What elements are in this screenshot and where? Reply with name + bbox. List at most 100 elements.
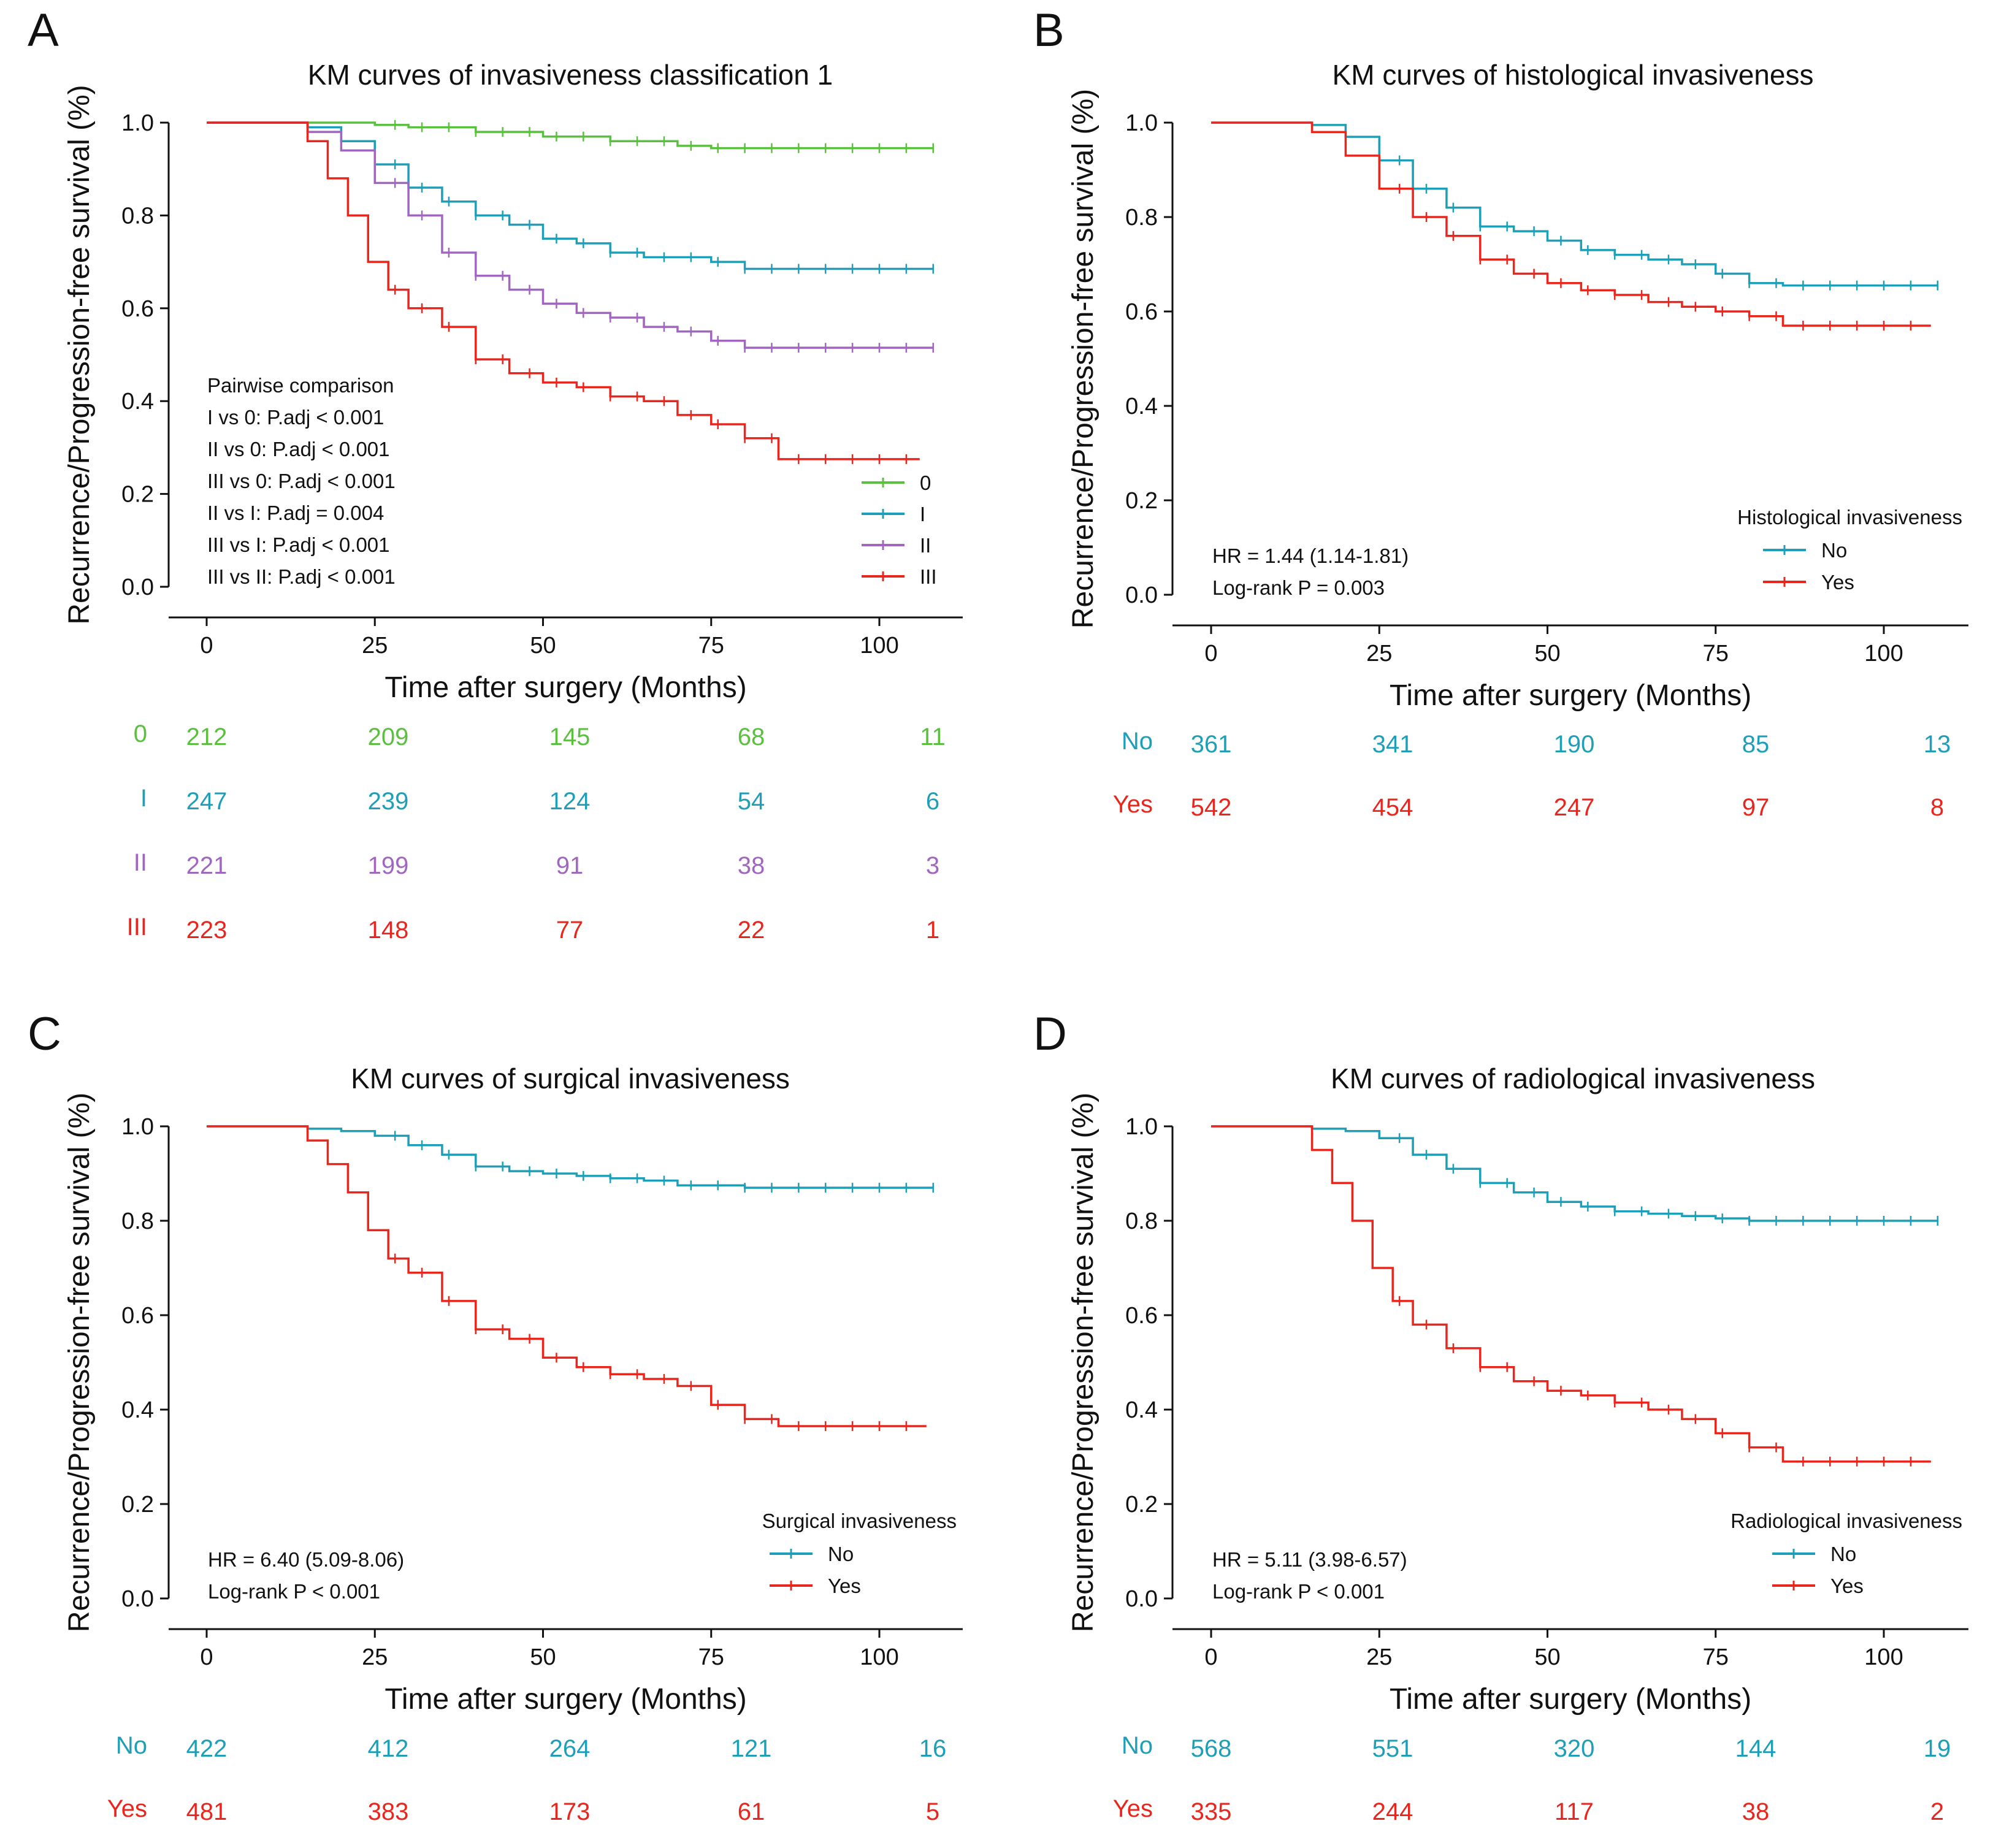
risk-count: 239 bbox=[368, 788, 409, 815]
panel-letter: C bbox=[28, 1008, 61, 1060]
risk-count: 124 bbox=[549, 788, 591, 815]
km-curve-i bbox=[207, 121, 933, 270]
risk-count: 38 bbox=[1742, 1798, 1770, 1825]
y-tick-label: 0.2 bbox=[121, 482, 154, 508]
risk-count: 244 bbox=[1372, 1798, 1413, 1825]
y-tick-label: 1.0 bbox=[121, 110, 154, 136]
y-tick-label: 0.6 bbox=[121, 296, 154, 322]
legend-label: 0 bbox=[920, 472, 931, 494]
risk-count: 91 bbox=[556, 852, 584, 879]
panel-d: D KM curves of radiological invasiveness 0… bbox=[1033, 1008, 1968, 1825]
y-tick-label: 0.6 bbox=[121, 1303, 154, 1329]
risk-count: 341 bbox=[1372, 731, 1413, 758]
x-tick-label: 50 bbox=[1534, 641, 1560, 666]
km-curve-0 bbox=[207, 121, 933, 150]
risk-count: 454 bbox=[1372, 794, 1413, 821]
panel-c: C KM curves of surgical invasiveness 0.0 0.… bbox=[28, 1008, 963, 1825]
risk-count: 223 bbox=[186, 917, 228, 944]
legend-label: Yes bbox=[1830, 1575, 1864, 1597]
risk-count: 335 bbox=[1191, 1798, 1232, 1825]
x-tick-label: 75 bbox=[698, 633, 724, 659]
x-axis-title: Time after surgery (Months) bbox=[1390, 1683, 1751, 1716]
km-curve-yes bbox=[1211, 121, 1931, 327]
stats-text: HR = 1.44 (1.14-1.81) bbox=[1212, 544, 1409, 567]
risk-count: 38 bbox=[738, 852, 765, 879]
y-tick-label: 0.8 bbox=[121, 1208, 154, 1234]
risk-count: 22 bbox=[738, 917, 765, 944]
x-tick-label: 0 bbox=[200, 1644, 213, 1670]
risk-count: 85 bbox=[1742, 731, 1770, 758]
risk-count: 121 bbox=[731, 1735, 772, 1762]
y-tick-label: 0.8 bbox=[1125, 205, 1158, 231]
legend-title: Histological invasiveness bbox=[1737, 506, 1962, 529]
panel-letter: D bbox=[1033, 1008, 1067, 1060]
y-axis-title: Recurrence/Progression-free survival (%) bbox=[63, 85, 96, 624]
stats-text: HR = 5.11 (3.98-6.57) bbox=[1212, 1548, 1407, 1571]
legend-label: III bbox=[920, 565, 937, 588]
risk-row-label: II bbox=[134, 849, 147, 876]
risk-count: 8 bbox=[1930, 794, 1944, 821]
stats-text: I vs 0: P.adj < 0.001 bbox=[207, 406, 384, 429]
y-tick-label: 0.2 bbox=[1125, 1492, 1158, 1518]
panel-a: A KM curves of invasiveness classificatio… bbox=[28, 4, 963, 944]
stats-text: Pairwise comparison bbox=[207, 374, 394, 397]
panel-letter: A bbox=[28, 4, 59, 56]
panel-letter: B bbox=[1033, 4, 1065, 56]
stats-text: Log-rank P < 0.001 bbox=[1212, 1580, 1385, 1603]
risk-count: 551 bbox=[1372, 1735, 1413, 1762]
chart-title: KM curves of histological invasiveness bbox=[1333, 59, 1814, 91]
risk-count: 412 bbox=[368, 1735, 409, 1762]
x-axis-title: Time after surgery (Months) bbox=[384, 1683, 746, 1716]
km-curve-no bbox=[1211, 121, 1938, 287]
risk-count: 190 bbox=[1554, 731, 1595, 758]
x-tick-label: 25 bbox=[362, 1644, 388, 1670]
risk-count: 173 bbox=[549, 1798, 591, 1825]
risk-count: 361 bbox=[1191, 731, 1232, 758]
stats-text: Log-rank P < 0.001 bbox=[208, 1580, 380, 1603]
risk-count: 542 bbox=[1191, 794, 1232, 821]
y-tick-label: 0.2 bbox=[121, 1492, 154, 1518]
risk-count: 212 bbox=[186, 724, 228, 750]
risk-row-label: Yes bbox=[1113, 1795, 1153, 1822]
stats-text: III vs 0: P.adj < 0.001 bbox=[207, 470, 396, 492]
chart-title: KM curves of invasiveness classification… bbox=[308, 59, 833, 91]
legend-label: I bbox=[920, 503, 925, 525]
risk-count: 77 bbox=[556, 917, 584, 944]
risk-count: 145 bbox=[549, 724, 591, 750]
risk-count: 209 bbox=[368, 724, 409, 750]
y-axis-title: Recurrence/Progression-free survival (%) bbox=[1067, 1093, 1100, 1632]
chart-title: KM curves of radiological invasiveness bbox=[1331, 1063, 1815, 1094]
km-curve-iii bbox=[207, 121, 920, 460]
risk-count: 2 bbox=[1930, 1798, 1944, 1825]
risk-row-label: III bbox=[127, 914, 147, 941]
y-tick-label: 0.0 bbox=[1125, 582, 1158, 608]
panel-b: B KM curves of histological invasiveness 0… bbox=[1033, 4, 1968, 821]
x-tick-label: 25 bbox=[362, 633, 388, 659]
risk-count: 3 bbox=[926, 852, 939, 879]
y-tick-label: 0.6 bbox=[1125, 1303, 1158, 1329]
y-tick-label: 0.4 bbox=[1125, 394, 1158, 419]
km-curve-ii bbox=[207, 121, 933, 349]
x-tick-label: 0 bbox=[200, 633, 213, 659]
risk-row-label: No bbox=[1122, 1732, 1153, 1759]
y-axis-title: Recurrence/Progression-free survival (%) bbox=[63, 1093, 96, 1632]
legend-label: No bbox=[1821, 539, 1847, 562]
stats-text: II vs I: P.adj = 0.004 bbox=[207, 502, 384, 524]
x-tick-label: 25 bbox=[1366, 1644, 1392, 1670]
x-tick-label: 100 bbox=[860, 1644, 898, 1670]
risk-count: 11 bbox=[920, 724, 946, 750]
x-tick-label: 75 bbox=[1703, 641, 1729, 666]
y-tick-label: 0.4 bbox=[121, 389, 154, 414]
risk-count: 16 bbox=[919, 1735, 947, 1762]
risk-count: 6 bbox=[926, 788, 939, 815]
legend-label: No bbox=[828, 1543, 854, 1565]
risk-count: 5 bbox=[926, 1798, 939, 1825]
y-tick-label: 0.0 bbox=[1125, 1586, 1158, 1612]
stats-text: Log-rank P = 0.003 bbox=[1212, 576, 1385, 599]
x-tick-label: 75 bbox=[698, 1644, 724, 1670]
x-tick-label: 50 bbox=[530, 1644, 556, 1670]
risk-count: 117 bbox=[1555, 1798, 1594, 1825]
x-tick-label: 75 bbox=[1703, 1644, 1729, 1670]
risk-count: 383 bbox=[368, 1798, 409, 1825]
